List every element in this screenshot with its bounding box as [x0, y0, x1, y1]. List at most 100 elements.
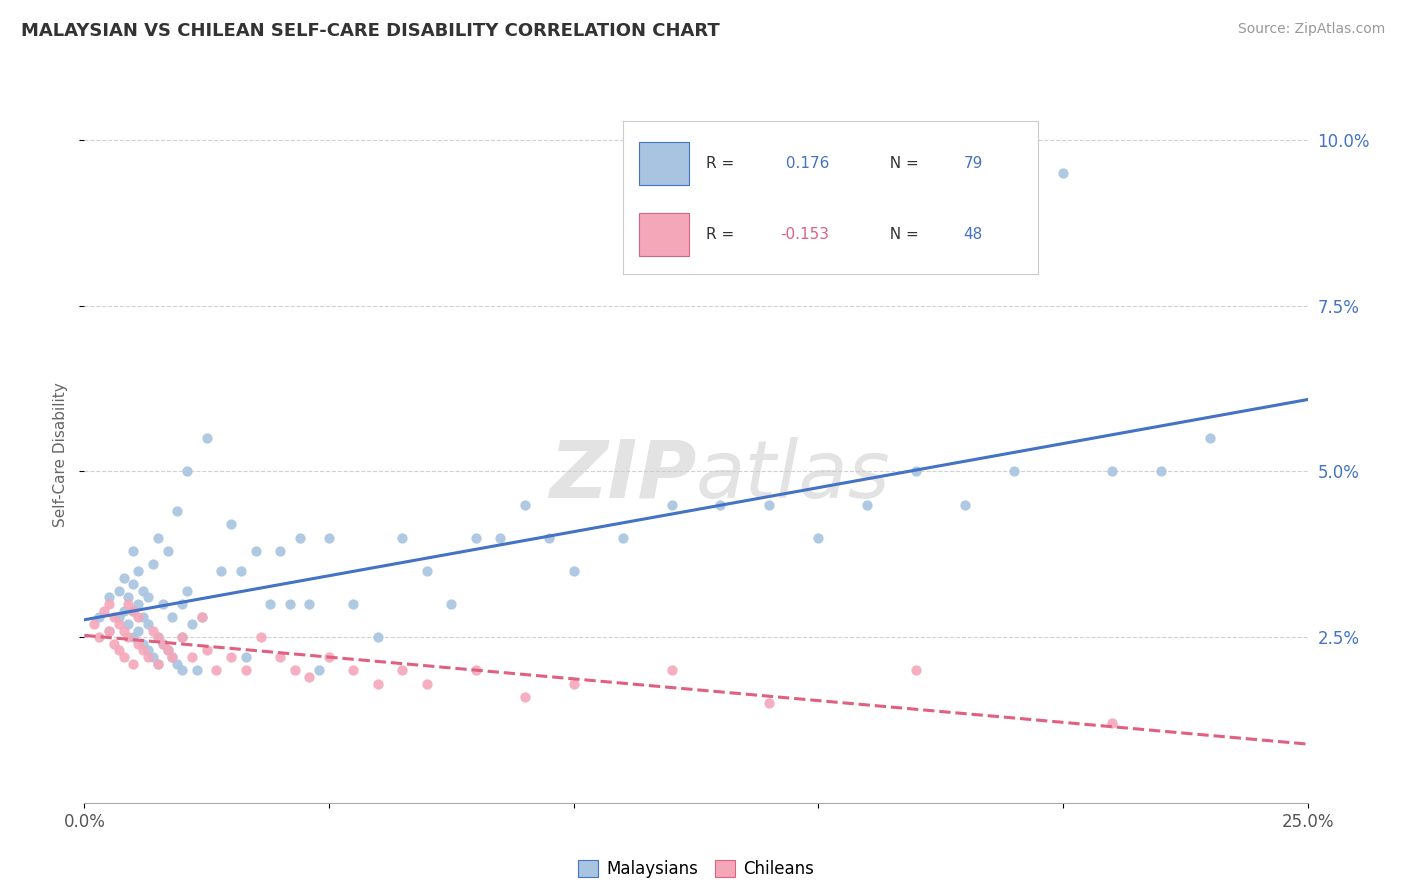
Point — [367, 630, 389, 644]
Point — [142, 650, 165, 665]
Point — [205, 663, 228, 677]
Point — [172, 630, 194, 644]
Point — [142, 558, 165, 572]
Point — [342, 663, 364, 677]
Point — [132, 583, 155, 598]
Text: MALAYSIAN VS CHILEAN SELF-CARE DISABILITY CORRELATION CHART: MALAYSIAN VS CHILEAN SELF-CARE DISABILIT… — [21, 22, 720, 40]
Point — [83, 616, 105, 631]
Point — [136, 591, 159, 605]
Point — [1101, 465, 1123, 479]
Text: atlas: atlas — [696, 437, 891, 515]
Point — [127, 597, 149, 611]
Point — [122, 544, 145, 558]
Point — [661, 498, 683, 512]
Point — [152, 597, 174, 611]
Point — [562, 676, 585, 690]
Point — [342, 597, 364, 611]
Point — [162, 650, 184, 665]
Point — [117, 616, 139, 631]
Point — [136, 650, 159, 665]
Point — [152, 637, 174, 651]
Point — [112, 650, 135, 665]
Point — [122, 604, 145, 618]
Point — [152, 637, 174, 651]
Point — [186, 663, 208, 677]
Point — [191, 610, 214, 624]
Point — [103, 637, 125, 651]
Point — [513, 498, 536, 512]
Point — [259, 597, 281, 611]
Point — [219, 650, 242, 665]
Point — [219, 517, 242, 532]
Point — [1002, 465, 1025, 479]
Point — [117, 591, 139, 605]
Point — [612, 531, 634, 545]
Point — [146, 657, 169, 671]
Point — [318, 650, 340, 665]
Point — [103, 610, 125, 624]
Point — [209, 564, 232, 578]
Text: ZIP: ZIP — [548, 437, 696, 515]
Point — [562, 564, 585, 578]
Point — [146, 630, 169, 644]
Point — [156, 643, 179, 657]
Point — [278, 597, 301, 611]
Point — [1101, 716, 1123, 731]
Point — [905, 663, 928, 677]
Point — [172, 597, 194, 611]
Point — [122, 577, 145, 591]
Point — [172, 663, 194, 677]
Point — [269, 650, 291, 665]
Point — [464, 663, 486, 677]
Point — [905, 465, 928, 479]
Y-axis label: Self-Care Disability: Self-Care Disability — [53, 383, 69, 527]
Point — [156, 544, 179, 558]
Point — [132, 643, 155, 657]
Point — [191, 610, 214, 624]
Point — [195, 643, 218, 657]
Point — [127, 624, 149, 638]
Point — [97, 624, 120, 638]
Point — [172, 630, 194, 644]
Point — [235, 663, 257, 677]
Point — [127, 564, 149, 578]
Point — [122, 657, 145, 671]
Point — [288, 531, 311, 545]
Point — [367, 676, 389, 690]
Point — [856, 498, 879, 512]
Point — [416, 564, 439, 578]
Point — [953, 498, 976, 512]
Point — [181, 616, 204, 631]
Point — [112, 604, 135, 618]
Point — [136, 616, 159, 631]
Point — [112, 570, 135, 584]
Point — [107, 610, 129, 624]
Point — [661, 663, 683, 677]
Point — [269, 544, 291, 558]
Text: Source: ZipAtlas.com: Source: ZipAtlas.com — [1237, 22, 1385, 37]
Point — [298, 597, 321, 611]
Point — [416, 676, 439, 690]
Point — [284, 663, 307, 677]
Point — [1052, 166, 1074, 180]
Point — [538, 531, 561, 545]
Point — [97, 624, 120, 638]
Point — [127, 610, 149, 624]
Point — [249, 630, 271, 644]
Point — [807, 531, 830, 545]
Point — [245, 544, 267, 558]
Point — [318, 531, 340, 545]
Point — [146, 630, 169, 644]
Point — [117, 597, 139, 611]
Point — [112, 624, 135, 638]
Point — [1150, 465, 1173, 479]
Point — [181, 650, 204, 665]
Point — [122, 630, 145, 644]
Point — [107, 583, 129, 598]
Point — [97, 591, 120, 605]
Point — [142, 624, 165, 638]
Point — [146, 657, 169, 671]
Point — [440, 597, 463, 611]
Point — [87, 610, 110, 624]
Point — [298, 670, 321, 684]
